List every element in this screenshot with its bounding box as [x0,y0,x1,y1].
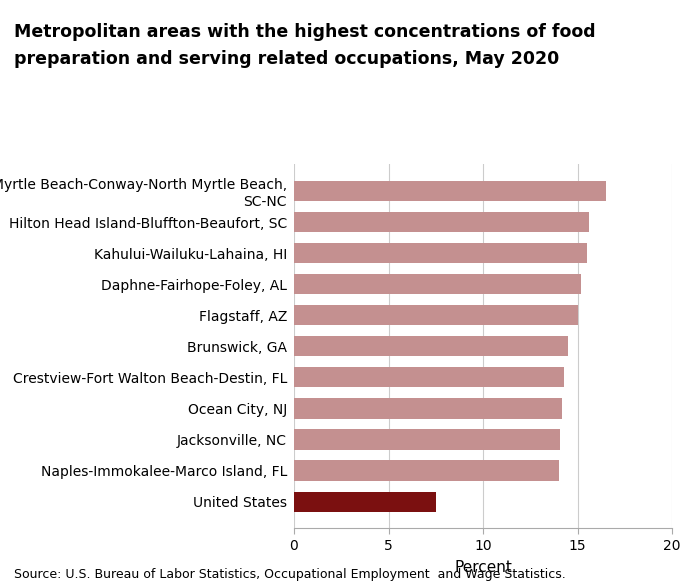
Bar [294,430,561,450]
Bar [294,212,589,232]
Text: Metropolitan areas with the highest concentrations of food: Metropolitan areas with the highest conc… [14,23,596,42]
Bar [294,367,564,387]
Bar [294,274,581,294]
Bar [294,491,435,512]
Bar [294,336,568,356]
Text: Source: U.S. Bureau of Labor Statistics, Occupational Employment  and Wage Stati: Source: U.S. Bureau of Labor Statistics,… [14,568,566,581]
Text: preparation and serving related occupations, May 2020: preparation and serving related occupati… [14,50,559,68]
Bar [294,399,562,419]
Bar [294,305,578,325]
Bar [294,460,559,481]
X-axis label: Percent: Percent [454,559,512,575]
Bar [294,181,606,201]
Bar [294,243,587,263]
